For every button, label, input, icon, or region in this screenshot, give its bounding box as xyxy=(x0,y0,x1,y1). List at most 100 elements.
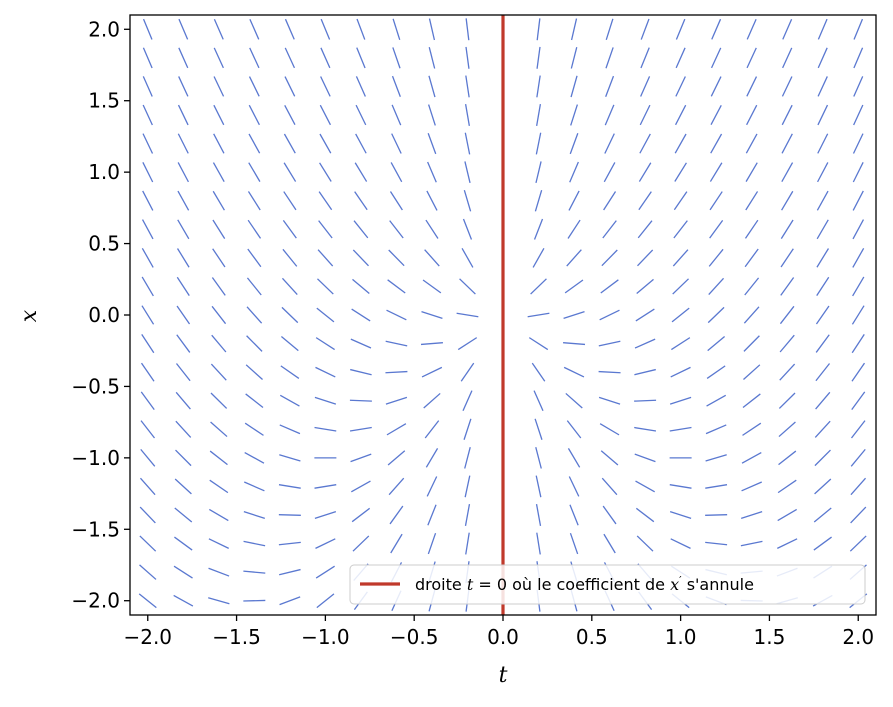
x-tick-label: 1.5 xyxy=(754,625,786,649)
slope-segment xyxy=(278,514,301,516)
slope-segment xyxy=(669,426,692,432)
slope-segment xyxy=(388,477,405,496)
slope-segment xyxy=(743,335,760,352)
slope-segment xyxy=(279,596,301,606)
slope-segment xyxy=(673,191,688,211)
slope-segment xyxy=(284,76,296,97)
x-tick-label: −0.5 xyxy=(390,625,439,649)
slope-segment xyxy=(675,18,686,40)
slope-segment xyxy=(779,363,796,381)
slope-segment xyxy=(527,312,550,318)
slope-segment xyxy=(709,220,724,239)
slope-segment xyxy=(851,305,865,325)
y-tick-label: 1.0 xyxy=(88,160,120,184)
slope-segment xyxy=(536,532,541,555)
slope-segment xyxy=(778,450,797,466)
slope-segment xyxy=(352,249,369,267)
slope-segment xyxy=(176,334,191,353)
slope-segment xyxy=(599,423,620,436)
slope-segment xyxy=(817,162,829,183)
slope-segment xyxy=(570,75,578,98)
slope-segment xyxy=(245,364,263,380)
slope-segment xyxy=(247,191,261,211)
slope-segment xyxy=(672,278,689,295)
slope-segment xyxy=(711,18,722,40)
slope-segment xyxy=(707,306,725,324)
slope-segment xyxy=(138,593,157,609)
slope-segment xyxy=(213,18,224,40)
slope-segment xyxy=(177,133,189,154)
legend-label-middle: = 0 où le coefficient de xyxy=(473,575,670,594)
slope-segment xyxy=(210,392,228,409)
slope-segment xyxy=(249,47,260,69)
slope-segment xyxy=(533,390,544,412)
slope-segment xyxy=(569,133,579,155)
slope-segment xyxy=(141,219,154,240)
slope-segment xyxy=(314,396,337,405)
slope-segment xyxy=(280,365,300,379)
slope-segment xyxy=(350,453,372,463)
slope-segment xyxy=(174,478,192,495)
slope-segment xyxy=(532,247,545,268)
slope-segment xyxy=(710,47,722,69)
y-tick-label: 1.5 xyxy=(88,89,120,113)
slope-segment xyxy=(174,536,193,551)
slope-segment xyxy=(706,394,727,407)
slope-segment xyxy=(673,220,688,239)
slope-segment xyxy=(746,76,758,97)
slope-segment xyxy=(142,104,153,126)
slope-segment xyxy=(140,420,156,439)
slope-segment xyxy=(599,309,620,321)
slope-segment xyxy=(140,391,155,410)
slope-segment xyxy=(778,392,796,409)
slope-segment xyxy=(141,334,155,354)
slope-segment xyxy=(602,505,617,525)
slope-segment xyxy=(637,220,653,239)
slope-segment xyxy=(852,219,865,240)
slope-segment xyxy=(636,535,654,552)
slope-segment xyxy=(249,18,260,40)
slope-segment xyxy=(817,133,829,154)
slope-segment xyxy=(391,104,402,126)
slope-segment xyxy=(705,514,728,516)
slope-segment xyxy=(140,448,156,467)
slope-segment xyxy=(780,277,795,296)
legend-box xyxy=(349,564,866,605)
slope-segment xyxy=(385,340,408,347)
legend-label-prefix: droite xyxy=(415,575,467,594)
slope-segment xyxy=(320,18,331,40)
slope-segment xyxy=(175,449,192,467)
slope-segment xyxy=(279,568,301,576)
slope-segment xyxy=(853,76,864,97)
slope-segment xyxy=(741,451,762,464)
slope-segment xyxy=(640,47,650,69)
slope-segment xyxy=(390,162,403,183)
slope-segment xyxy=(570,47,578,69)
slope-segment xyxy=(175,391,191,410)
slope-segment xyxy=(282,248,298,267)
slope-segment xyxy=(464,104,470,126)
slope-segment xyxy=(245,393,264,408)
slope-segment xyxy=(463,418,472,440)
slope-segment xyxy=(781,76,793,97)
slope-segment xyxy=(743,364,761,380)
slope-segment xyxy=(247,219,262,239)
slope-segment xyxy=(211,334,227,353)
slope-segment xyxy=(604,133,615,154)
slope-segment xyxy=(316,307,335,323)
slope-segment xyxy=(634,338,656,349)
slope-segment xyxy=(530,278,547,295)
slope-segment xyxy=(852,162,864,183)
slope-segment xyxy=(705,541,728,546)
slope-segment xyxy=(568,476,580,497)
slope-segment xyxy=(354,162,368,182)
slope-segment xyxy=(852,276,865,297)
slope-segment xyxy=(352,278,370,295)
slope-segment xyxy=(669,484,692,489)
slope-segment xyxy=(142,47,153,69)
slope-segment xyxy=(741,481,763,492)
slope-segment xyxy=(745,191,759,211)
slope-segment xyxy=(391,75,401,97)
slope-segment xyxy=(566,249,582,267)
slope-segment xyxy=(563,311,585,319)
